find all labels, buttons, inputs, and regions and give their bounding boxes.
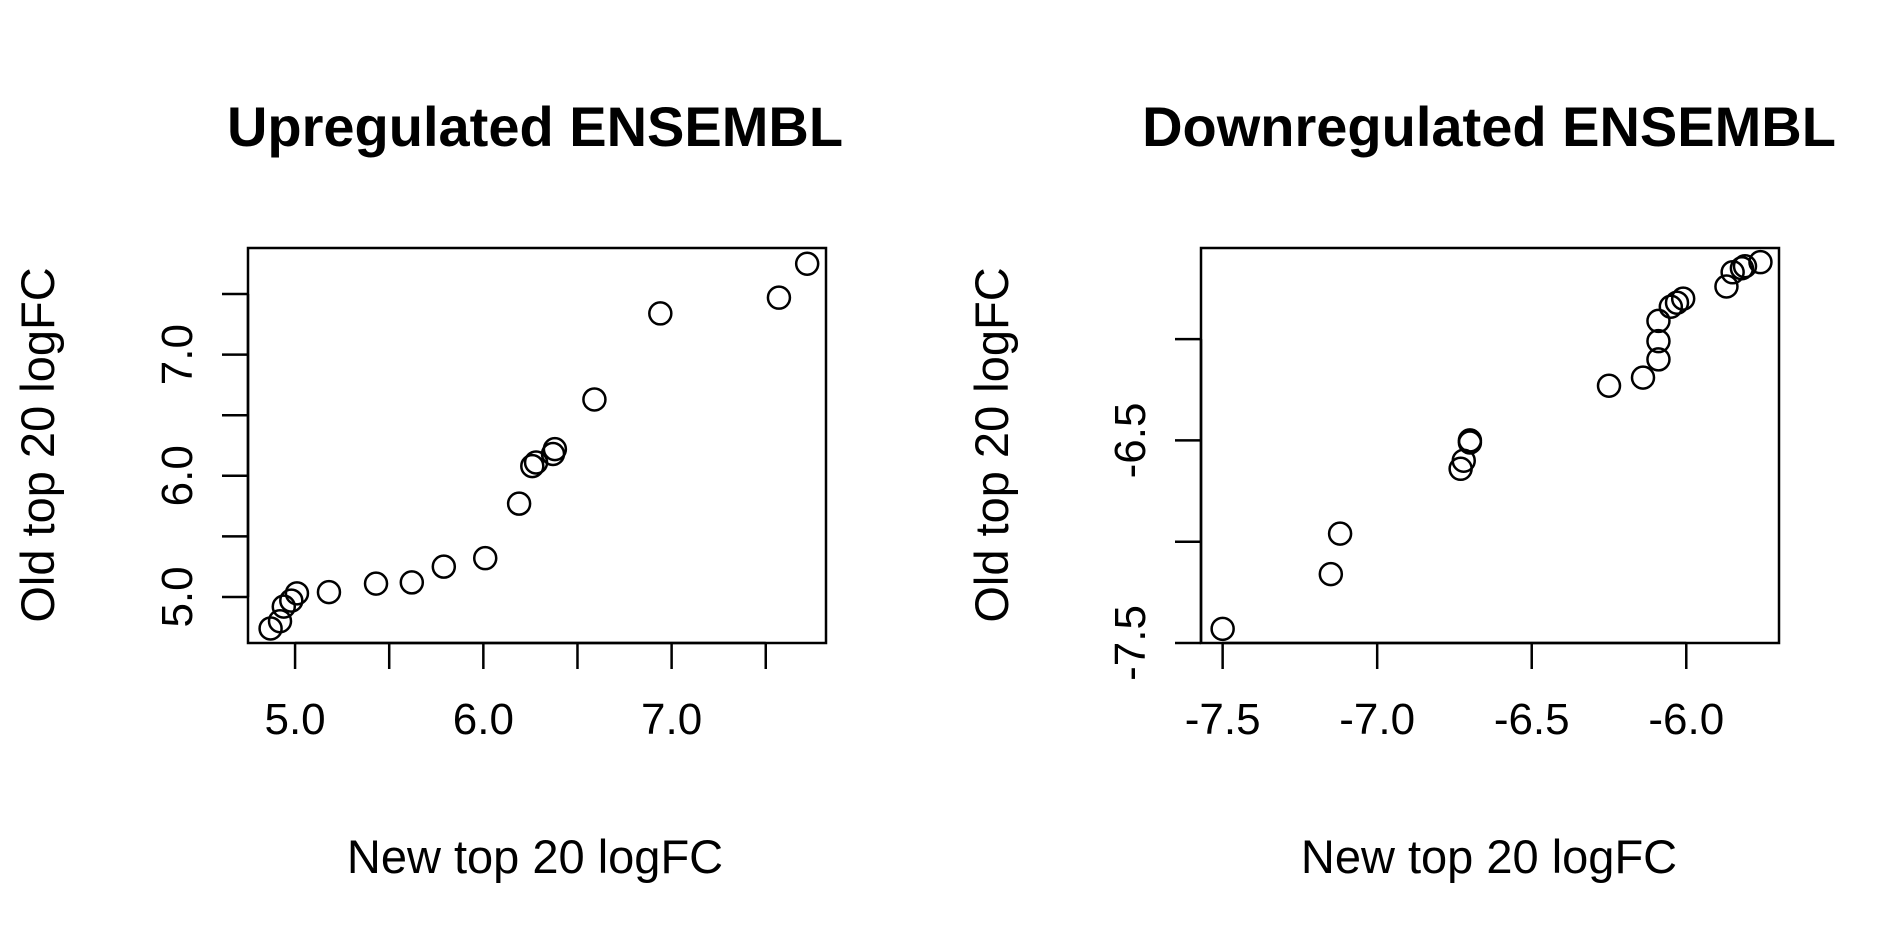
- data-point: [271, 594, 297, 619]
- x-tick-label: 6.0: [453, 695, 514, 744]
- x-tick-label: -6.0: [1648, 695, 1724, 744]
- scatter-points: [258, 251, 820, 641]
- x-axis-label: New top 20 logFC: [347, 830, 723, 883]
- data-point: [284, 581, 310, 606]
- y-axis-label: Old top 20 logFC: [965, 267, 1018, 622]
- data-point: [1714, 274, 1739, 299]
- data-point: [1729, 256, 1755, 281]
- x-tick-label: 7.0: [641, 695, 702, 744]
- data-point: [520, 453, 545, 479]
- data-point: [1664, 290, 1690, 315]
- data-point: [766, 285, 792, 310]
- y-tick-label: -6.5: [1106, 403, 1155, 479]
- data-point: [582, 387, 607, 412]
- data-point: [267, 608, 293, 634]
- x-tick-label: -7.0: [1339, 695, 1415, 744]
- data-point: [1646, 308, 1671, 334]
- data-point: [431, 554, 457, 579]
- data-point: [363, 571, 389, 596]
- data-point: [794, 251, 820, 277]
- plot-frame: [1199, 246, 1781, 645]
- data-point: [279, 588, 304, 613]
- y-axis: 5.0 6.0 7.0: [153, 292, 250, 628]
- x-axis-label: New top 20 logFC: [1301, 830, 1677, 883]
- chart-title: Upregulated ENSEMBL: [227, 95, 843, 158]
- data-point: [1646, 328, 1671, 354]
- y-tick-label: 5.0: [153, 566, 202, 627]
- y-axis-label: Old top 20 logFC: [11, 267, 64, 622]
- data-point: [1630, 365, 1656, 390]
- data-point: [1318, 561, 1344, 587]
- upregulated-panel: Upregulated ENSEMBL 5.0 6.0 7.0 5.06.07.0 …: [11, 95, 843, 883]
- data-point: [1748, 249, 1773, 275]
- data-point: [506, 491, 532, 516]
- data-point: [1327, 521, 1353, 546]
- data-point: [1646, 347, 1671, 372]
- chart-title: Downregulated ENSEMBL: [1142, 95, 1836, 158]
- data-point: [399, 570, 425, 595]
- x-axis: -7.5 -7.0 -6.5 -6.0: [1185, 641, 1724, 744]
- data-point: [472, 545, 498, 571]
- y-tick-label: 6.0: [153, 445, 202, 506]
- data-point: [648, 301, 673, 326]
- y-tick-label: -7.5: [1106, 605, 1155, 681]
- y-axis: -7.5 -6.5: [1106, 337, 1203, 681]
- x-tick-label: -7.5: [1185, 695, 1261, 744]
- scatter-points: [1210, 249, 1773, 642]
- data-point: [316, 579, 342, 605]
- x-axis: 5.0 6.0 7.0: [264, 641, 768, 744]
- downregulated-panel: Downregulated ENSEMBL -7.5 -7.0 -6.5 -6.0 -…: [965, 95, 1836, 883]
- data-point: [1658, 294, 1684, 319]
- data-point: [1210, 616, 1235, 642]
- data-point: [1596, 373, 1622, 398]
- data-point: [1732, 253, 1758, 279]
- data-point: [1670, 286, 1696, 311]
- x-tick-label: -6.5: [1494, 695, 1570, 744]
- x-tick-label: 5.0: [264, 695, 325, 744]
- y-tick-label: 7.0: [153, 324, 202, 385]
- data-point: [1457, 428, 1483, 453]
- data-point: [542, 436, 568, 462]
